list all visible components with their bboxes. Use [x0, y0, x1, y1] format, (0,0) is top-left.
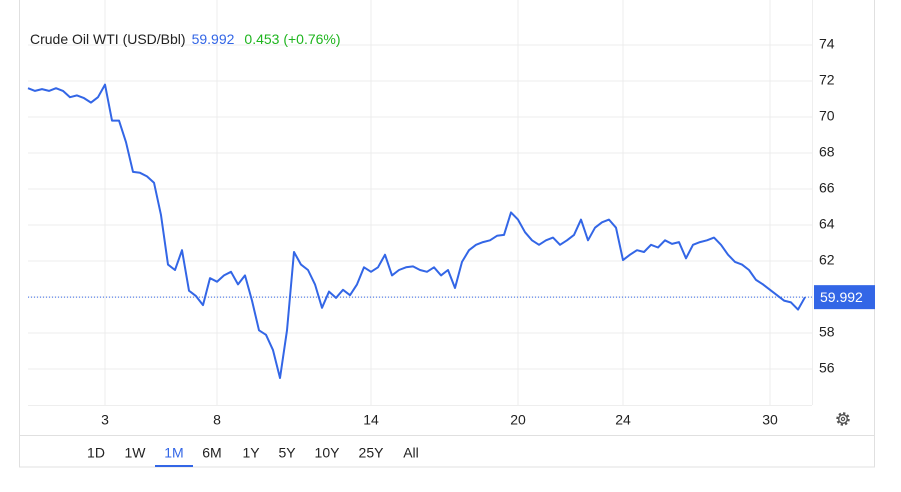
- range-button[interactable]: 5Y: [278, 445, 296, 461]
- instrument-title: Crude Oil WTI (USD/Bbl): [30, 31, 186, 47]
- range-button[interactable]: 10Y: [315, 445, 341, 461]
- header-price: 59.992: [192, 31, 235, 47]
- settings-icon[interactable]: [836, 412, 850, 426]
- gear-teeth: [836, 412, 850, 426]
- x-tick-label: 3: [101, 412, 109, 428]
- gear-body: [837, 413, 849, 425]
- x-tick-label: 20: [510, 412, 526, 428]
- y-tick-label: 62: [819, 252, 835, 268]
- widget-border: [19, 0, 875, 468]
- grid: 565860626466687072743814202430: [28, 0, 835, 428]
- range-button[interactable]: 6M: [202, 445, 221, 461]
- x-tick-label: 24: [615, 412, 631, 428]
- x-tick-label: 14: [363, 412, 379, 428]
- range-button[interactable]: 1M: [164, 445, 183, 461]
- y-tick-label: 72: [819, 72, 835, 88]
- active-range-underline: [155, 465, 193, 467]
- y-tick-label: 68: [819, 144, 835, 160]
- range-button[interactable]: 25Y: [359, 445, 385, 461]
- range-buttons: 1D 1W 1M 6M 1Y 5Y 10Y 25Y All: [87, 445, 419, 467]
- range-button[interactable]: 1Y: [242, 445, 260, 461]
- gear-hole: [840, 416, 846, 422]
- plot: 59.992: [27, 83, 875, 379]
- price-tag-label: 59.992: [820, 289, 863, 305]
- y-tick-label: 58: [819, 324, 835, 340]
- y-tick-label: 56: [819, 360, 835, 376]
- range-button[interactable]: 1D: [87, 445, 105, 461]
- y-tick-label: 70: [819, 108, 835, 124]
- y-tick-label: 74: [819, 36, 835, 52]
- price-line: [27, 83, 806, 379]
- y-tick-label: 66: [819, 180, 835, 196]
- x-tick-label: 30: [762, 412, 778, 428]
- range-button[interactable]: 1W: [125, 445, 147, 461]
- header-change: 0.453 (+0.76%): [244, 31, 340, 47]
- range-button[interactable]: All: [403, 445, 419, 461]
- y-tick-label: 64: [819, 216, 835, 232]
- x-tick-label: 8: [213, 412, 221, 428]
- price-tag: [814, 285, 875, 310]
- header: Crude Oil WTI (USD/Bbl) 59.992 0.453 (+0.7…: [30, 31, 341, 47]
